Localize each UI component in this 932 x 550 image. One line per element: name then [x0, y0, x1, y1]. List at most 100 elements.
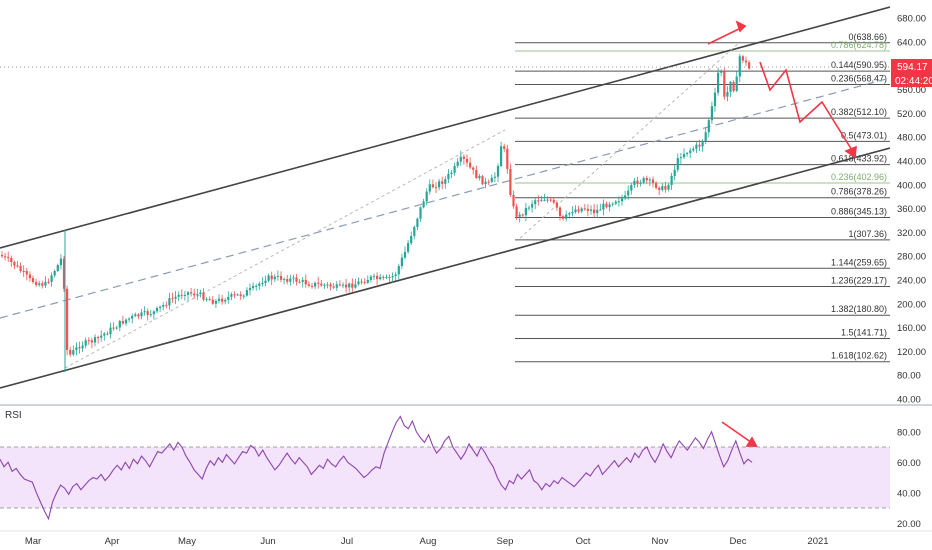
candle-body[interactable] [630, 184, 633, 191]
candle-body[interactable] [7, 256, 10, 258]
candle-body[interactable] [431, 184, 434, 188]
candle-body[interactable] [22, 270, 25, 272]
candle-body[interactable] [264, 280, 267, 283]
candle-body[interactable] [341, 284, 345, 286]
candle-body[interactable] [372, 275, 376, 277]
candle-body[interactable] [242, 295, 245, 297]
candle-body[interactable] [391, 275, 394, 278]
candle-body[interactable] [320, 283, 323, 286]
candle-body[interactable] [531, 204, 534, 208]
candle-body[interactable] [289, 278, 292, 282]
candle-body[interactable] [562, 216, 565, 219]
candle-body[interactable] [301, 279, 304, 282]
candle-body[interactable] [549, 199, 552, 201]
candle-body[interactable] [109, 327, 112, 335]
candle-body[interactable] [701, 140, 704, 147]
candle-body[interactable] [692, 148, 695, 151]
candle-body[interactable] [376, 275, 379, 280]
candle-body[interactable] [31, 278, 35, 283]
candle-body[interactable] [146, 311, 149, 315]
candle-body[interactable] [459, 156, 462, 162]
candle-body[interactable] [580, 208, 583, 212]
candle-body[interactable] [25, 271, 28, 275]
time-axis[interactable]: Mar Apr May Jun Jul Aug Sep Oct Nov Dec 2021 [25, 536, 829, 547]
candle-body[interactable] [56, 265, 59, 271]
candle-body[interactable] [518, 214, 521, 217]
candle-body[interactable] [565, 214, 568, 219]
candle-body[interactable] [261, 282, 264, 284]
candle-body[interactable] [450, 172, 453, 174]
candle-body[interactable] [645, 178, 648, 181]
candle-body[interactable] [230, 294, 233, 297]
candle-body[interactable] [410, 235, 413, 244]
candle-body[interactable] [326, 284, 329, 286]
candle-body[interactable] [586, 208, 589, 211]
candle-body[interactable] [422, 201, 425, 208]
candle-body[interactable] [279, 275, 283, 280]
candle-body[interactable] [0, 255, 4, 257]
candle-body[interactable] [617, 201, 620, 203]
candle-body[interactable] [444, 179, 447, 184]
candle-body[interactable] [540, 199, 543, 201]
candle-body[interactable] [465, 158, 469, 163]
rsi-axis[interactable]: 80.00 60.00 40.00 20.00 [897, 427, 921, 530]
candle-body[interactable] [137, 314, 140, 317]
candle-body[interactable] [366, 279, 369, 283]
candle-body[interactable] [506, 148, 509, 169]
candle-body[interactable] [180, 294, 183, 296]
candle-body[interactable] [710, 106, 713, 121]
candle-body[interactable] [589, 209, 593, 211]
candle-body[interactable] [717, 72, 720, 93]
candle-body[interactable] [673, 169, 676, 176]
fibonacci-extension[interactable]: 0(638.66)0.786(624.78) 0.144(590.95) 0.236… [515, 32, 890, 363]
candle-body[interactable] [155, 307, 159, 312]
candle-body[interactable] [379, 276, 382, 280]
candle-body[interactable] [500, 146, 503, 167]
candle-body[interactable] [661, 186, 664, 190]
candle-body[interactable] [469, 162, 472, 168]
candle-body[interactable] [599, 209, 602, 211]
candle-body[interactable] [348, 283, 351, 288]
candle-body[interactable] [484, 181, 487, 185]
candle-body[interactable] [487, 181, 490, 183]
candle-body[interactable] [93, 337, 97, 343]
candle-body[interactable] [729, 81, 732, 92]
candle-body[interactable] [335, 284, 338, 288]
candle-body[interactable] [723, 71, 726, 97]
candle-body[interactable] [524, 207, 527, 216]
candle-body[interactable] [221, 298, 224, 302]
candle-body[interactable] [317, 282, 320, 284]
candle-body[interactable] [614, 201, 617, 204]
candle-body[interactable] [255, 285, 258, 287]
rsi-line[interactable] [0, 415, 753, 521]
candle-body[interactable] [186, 292, 190, 295]
candle-body[interactable] [574, 209, 577, 212]
candle-body[interactable] [472, 167, 475, 170]
candle-body[interactable] [16, 265, 19, 267]
candle-body[interactable] [168, 298, 171, 306]
candle-body[interactable] [245, 290, 248, 296]
candle-body[interactable] [233, 294, 236, 296]
candle-body[interactable] [196, 294, 199, 296]
candle-body[interactable] [84, 340, 87, 346]
candle-body[interactable] [162, 305, 165, 307]
candle-body[interactable] [456, 161, 459, 167]
candle-body[interactable] [509, 168, 512, 196]
candle-body[interactable] [357, 281, 360, 285]
candle-body[interactable] [307, 284, 310, 286]
candle-body[interactable] [53, 270, 56, 276]
candle-body[interactable] [704, 132, 707, 141]
candle-body[interactable] [434, 187, 438, 189]
candle-body[interactable] [537, 200, 540, 202]
candle-body[interactable] [605, 203, 608, 208]
candle-body[interactable] [131, 315, 134, 319]
candle-body[interactable] [664, 186, 667, 190]
candle-body[interactable] [608, 204, 611, 208]
candle-body[interactable] [214, 300, 217, 304]
candle-body[interactable] [270, 275, 273, 280]
candle-body[interactable] [624, 195, 627, 199]
candle-body[interactable] [720, 71, 723, 73]
candle-body[interactable] [75, 347, 78, 351]
candle-body[interactable] [183, 294, 186, 296]
candle-body[interactable] [44, 281, 47, 286]
